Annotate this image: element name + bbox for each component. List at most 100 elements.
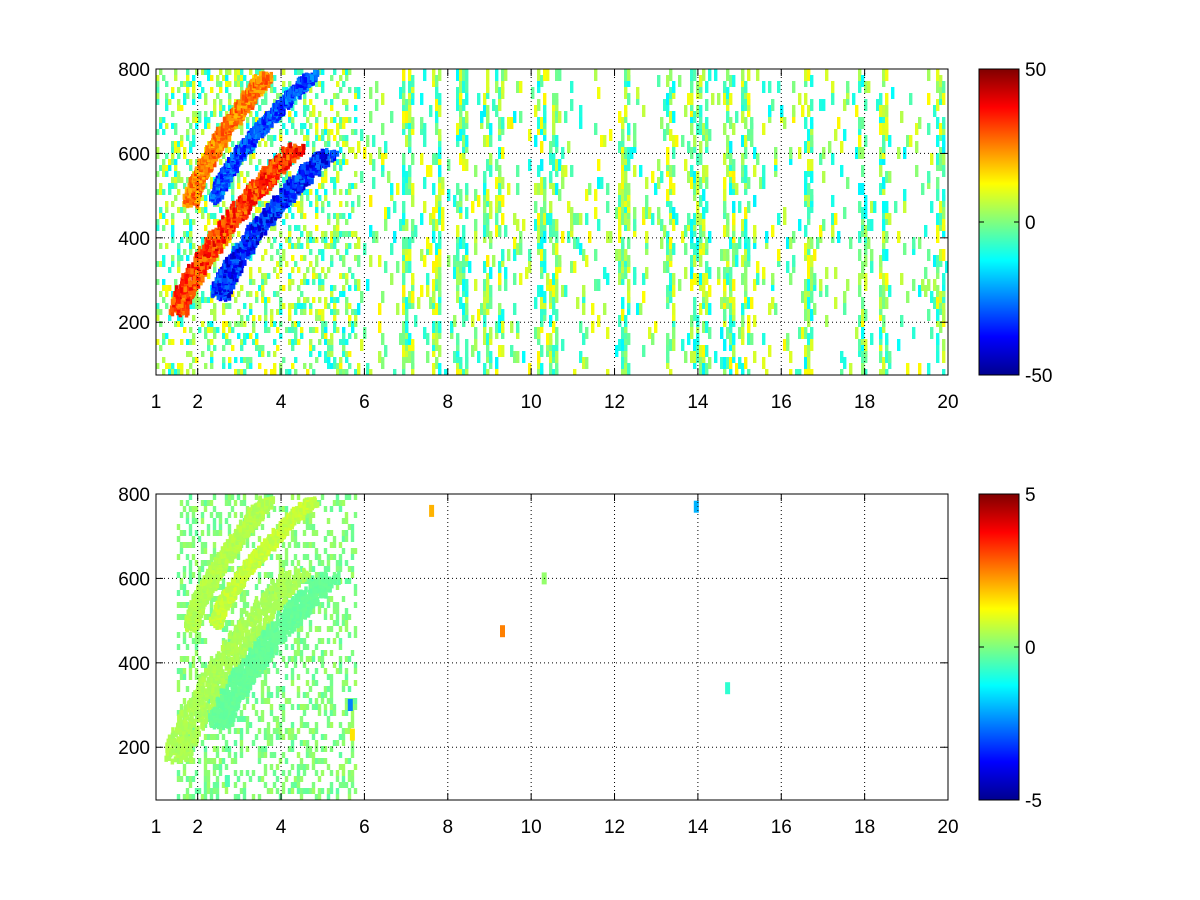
top-heatmap-cell (726, 297, 730, 309)
top-heatmap-cell (741, 93, 745, 105)
top-heatmap-cell (834, 213, 838, 225)
top-heatmap-cell (723, 201, 727, 213)
top-heatmap-cell (525, 267, 529, 279)
top-heatmap-cell (429, 105, 433, 117)
top-heatmap-cell (345, 219, 349, 225)
top-feature-cell (216, 178, 221, 185)
top-heatmap-cell (585, 357, 589, 369)
top-heatmap-cell (186, 219, 190, 225)
top-heatmap-cell (459, 93, 463, 105)
top-heatmap-cell (528, 129, 532, 141)
top-heatmap-cell (792, 231, 796, 243)
top-heatmap-cell (564, 165, 568, 177)
top-heatmap-cell (222, 201, 226, 207)
top-heatmap-cell (165, 81, 169, 87)
top-heatmap-cell (303, 93, 307, 99)
top-heatmap-cell (300, 279, 304, 285)
top-heatmap-cell (672, 111, 676, 123)
top-heatmap-cell (699, 195, 703, 207)
top-heatmap-cell (495, 195, 499, 207)
top-heatmap-cell (291, 327, 295, 333)
top-heatmap-cell (438, 345, 442, 357)
top-heatmap-cell (705, 201, 709, 213)
top-heatmap-cell (555, 243, 559, 255)
top-feature-cell (180, 309, 185, 316)
top-heatmap-cell (354, 129, 358, 135)
top-feature-cell (195, 167, 199, 174)
top-heatmap-cell (309, 99, 313, 105)
top-heatmap-cell (324, 321, 328, 327)
top-heatmap-cell (234, 81, 238, 87)
top-heatmap-cell (603, 303, 607, 315)
top-heatmap-cell (576, 237, 580, 249)
top-heatmap-cell (333, 315, 337, 321)
top-feature-cell (261, 71, 266, 78)
top-heatmap-cell (579, 213, 583, 225)
top-heatmap-cell (627, 159, 631, 171)
top-heatmap-cell (354, 369, 358, 375)
top-heatmap-cell (345, 117, 349, 123)
top-heatmap-cell (447, 159, 451, 171)
top-heatmap-cell (462, 81, 466, 93)
top-heatmap-cell (291, 117, 295, 123)
top-feature-cell (189, 284, 193, 291)
top-heatmap-cell (213, 309, 217, 315)
top-heatmap-cell (192, 129, 196, 135)
top-heatmap-cell (456, 291, 460, 303)
top-heatmap-cell (306, 141, 310, 147)
top-heatmap-cell (183, 249, 187, 255)
top-heatmap-cell (552, 285, 556, 297)
top-heatmap-cell (498, 147, 502, 159)
top-heatmap-cell (429, 243, 433, 255)
top-heatmap-cell (198, 117, 202, 123)
top-heatmap-cell (582, 357, 586, 369)
top-heatmap-cell (507, 117, 511, 129)
top-heatmap-cell (330, 231, 334, 237)
top-heatmap-cell (177, 99, 181, 105)
top-heatmap-cell (696, 201, 700, 213)
top-heatmap-cell (237, 81, 241, 87)
top-heatmap-cell (888, 351, 892, 363)
top-heatmap-cell (156, 315, 160, 321)
top-heatmap-cell (552, 93, 556, 105)
top-heatmap-cell (861, 309, 865, 321)
top-feature-cell (200, 260, 204, 267)
top-heatmap-cell (645, 267, 649, 279)
top-heatmap-cell (483, 261, 487, 273)
top-heatmap-cell (207, 69, 211, 75)
top-heatmap-cell (927, 123, 931, 135)
top-heatmap-cell (879, 351, 883, 363)
top-heatmap-cell (210, 87, 214, 93)
top-heatmap-cell (438, 147, 442, 159)
top-heatmap-cell (726, 135, 730, 147)
top-heatmap-cell (168, 339, 172, 345)
top-heatmap-cell (540, 117, 544, 129)
top-heatmap-cell (558, 111, 562, 123)
top-heatmap-cell (279, 129, 283, 135)
top-heatmap-cell (744, 219, 748, 231)
top-heatmap-cell (435, 153, 439, 165)
top-heatmap-cell (243, 357, 247, 363)
top-heatmap-cell (348, 315, 352, 321)
top-heatmap-cell (258, 285, 262, 291)
top-heatmap-cell (486, 255, 490, 267)
top-heatmap-cell (339, 117, 343, 123)
top-heatmap-cell (750, 333, 754, 345)
top-heatmap-cell (282, 81, 286, 87)
top-heatmap-cell (303, 297, 307, 303)
top-heatmap-cell (690, 231, 694, 243)
top-heatmap-cell (468, 261, 472, 273)
top-heatmap-cell (207, 213, 211, 219)
top-heatmap-cell (228, 93, 232, 99)
top-feature-cell (213, 161, 217, 168)
top-heatmap-cell (270, 243, 274, 249)
top-heatmap-cell (609, 231, 613, 243)
top-heatmap-cell (165, 123, 169, 129)
top-heatmap-cell (336, 237, 340, 243)
top-heatmap-cell (492, 255, 496, 267)
top-heatmap-cell (690, 93, 694, 105)
top-heatmap-cell (777, 249, 781, 261)
top-heatmap-cell (684, 105, 688, 117)
top-heatmap-cell (336, 141, 340, 147)
top-heatmap-cell (189, 231, 193, 237)
